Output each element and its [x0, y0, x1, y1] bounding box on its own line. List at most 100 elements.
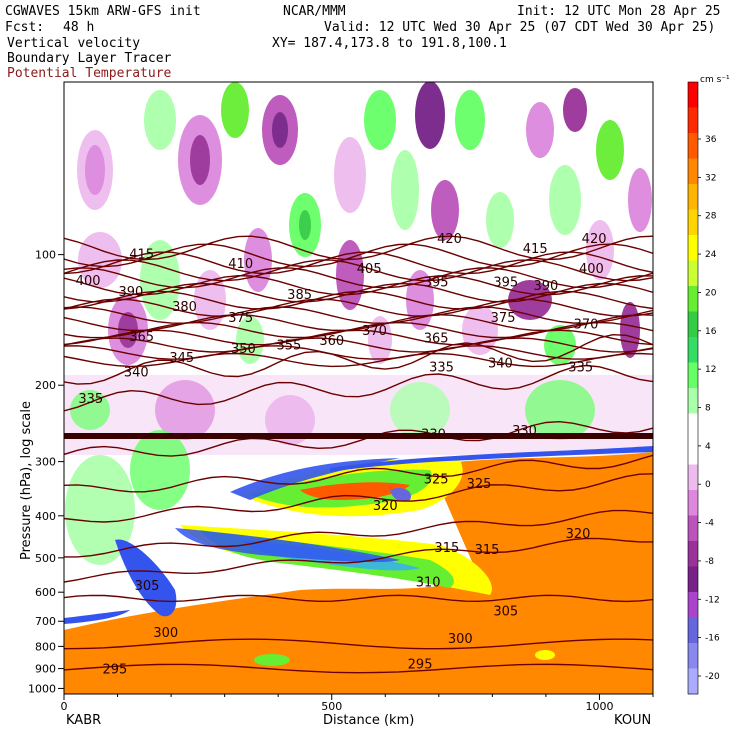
theta-label: 380: [172, 300, 197, 315]
theta-label: 375: [491, 311, 516, 326]
theta-contour-line: [64, 663, 653, 674]
theta-contour-line: [64, 267, 653, 289]
theta-label: 315: [434, 541, 459, 556]
theta-label: 340: [124, 366, 149, 381]
colorbar-swatch: [688, 311, 698, 338]
theta-label: 400: [579, 262, 604, 277]
theta-label: 310: [416, 576, 441, 591]
colorbar: 36 32 28 24 20 16 12 8 4 0 -4 -8 -12 -16 -20: [687, 81, 720, 695]
colorbar-swatch: [688, 668, 698, 695]
theta-contour-labels: 420 420 415 415 410 405 400 400 395 395 390 390 385 3…: [76, 232, 607, 678]
y-tick-label: 200: [35, 379, 56, 392]
colorbar-tick-label: 36: [705, 135, 717, 145]
field-name-potential-temperature: Potential Temperature: [7, 66, 172, 81]
field-name-vertical-velocity: Vertical velocity: [7, 36, 141, 51]
colorbar-swatch: [688, 617, 698, 644]
theta-label: 390: [533, 279, 558, 294]
colorbar-swatch: [688, 209, 698, 236]
colorbar-tick-label: 16: [705, 327, 717, 337]
colorbar-swatch: [688, 260, 698, 287]
theta-contour-line: [64, 306, 653, 325]
colorbar-swatch: [688, 490, 698, 516]
theta-label: 305: [493, 605, 518, 620]
theta-label: 335: [429, 360, 454, 375]
theta-label: 325: [467, 477, 492, 492]
theta-label: 320: [566, 527, 591, 542]
theta-label: 370: [362, 324, 387, 339]
theta-label: 300: [153, 626, 178, 641]
colorbar-swatch: [688, 184, 698, 210]
x-tick-label: 0: [61, 700, 68, 713]
theta-label: 325: [424, 473, 449, 488]
x-axis-label: Distance (km): [323, 713, 414, 728]
colorbar-tick-label: 24: [705, 250, 717, 260]
theta-label: 305: [135, 579, 160, 594]
y-tick-label: 900: [35, 663, 56, 676]
theta-label: 350: [231, 342, 256, 357]
xy-coordinates: XY= 187.4,173.8 to 191.8,100.1: [272, 36, 507, 51]
y-tick-label: 600: [35, 586, 56, 599]
colorbar-tick-label: 28: [705, 212, 717, 222]
colorbar-tick-label: 12: [705, 365, 716, 375]
colorbar-swatch: [688, 82, 698, 108]
theta-label: 335: [568, 360, 593, 375]
colorbar-tick-label: 0: [705, 480, 711, 490]
colorbar-swatch: [688, 133, 698, 159]
plot-frame: [63, 81, 654, 695]
theta-label: 320: [373, 499, 398, 514]
colorbar-swatch: [688, 158, 698, 185]
left-endpoint-label: KABR: [66, 713, 101, 728]
forecast-hour: 48 h: [63, 20, 95, 35]
theta-contour-line: [64, 352, 653, 368]
y-tick-label: 500: [35, 552, 56, 565]
theta-label: 330: [421, 428, 446, 443]
theta-label: 390: [119, 285, 144, 300]
theta-contour-line: [64, 337, 653, 353]
theta-contour-line: [64, 420, 653, 457]
y-tick-label: 1000: [28, 682, 56, 695]
theta-label: 400: [76, 274, 101, 289]
theta-contour-line: [64, 537, 653, 583]
y-tick-label: 300: [35, 456, 56, 469]
theta-label: 330: [512, 424, 537, 439]
theta-contour-line: [64, 274, 653, 296]
boundary-layer-orange-region: [64, 470, 653, 694]
theta-contour-line: [64, 638, 653, 650]
colorbar-swatch: [688, 286, 698, 312]
x-tick-label: 500: [321, 700, 342, 713]
theta-contour-line: [64, 509, 653, 558]
colorbar-swatch: [688, 337, 698, 363]
colorbar-swatch: [688, 235, 698, 261]
theta-contour-line: [64, 329, 653, 346]
colorbar-swatch: [688, 362, 698, 389]
cross-section-field: 420 420 415 415 410 405 400 400 395 395 390 390 385 3…: [64, 82, 653, 694]
colorbar-swatch: [688, 515, 698, 542]
theta-contour-line: [64, 243, 653, 268]
colorbar-swatch: [688, 439, 698, 465]
field-name-boundary-layer-tracer: Boundary Layer Tracer: [7, 51, 172, 66]
theta-label: 315: [475, 543, 500, 558]
colorbar-swatch: [688, 413, 698, 440]
organization-label: NCAR/MMM: [283, 4, 346, 19]
model-title: CGWAVES 15km ARW-GFS init: [5, 4, 201, 19]
colorbar-swatch: [688, 592, 698, 618]
colorbar-swatch: [688, 464, 698, 491]
theta-contour-line: [64, 473, 653, 523]
colorbar-swatch: [688, 643, 698, 669]
theta-contour-line: [64, 251, 653, 275]
theta-contour-line: [64, 282, 653, 303]
theta-label: 405: [357, 262, 382, 277]
theta-label: 375: [228, 311, 253, 326]
colorbar-tick-label: -20: [705, 672, 720, 682]
colorbar-tick-label: -16: [705, 634, 720, 644]
theta-label: 420: [582, 232, 607, 247]
theta-contour-line: [64, 364, 653, 412]
colorbar-tick-label: 4: [705, 442, 711, 452]
theta-label: 365: [424, 331, 449, 346]
theta-contour-line: [64, 345, 653, 360]
theta-contour-line: [64, 313, 653, 332]
theta-label: 300: [448, 632, 473, 647]
theta-label: 395: [493, 276, 518, 291]
y-tick-label: 400: [35, 510, 56, 523]
theta-label: 295: [102, 663, 127, 678]
